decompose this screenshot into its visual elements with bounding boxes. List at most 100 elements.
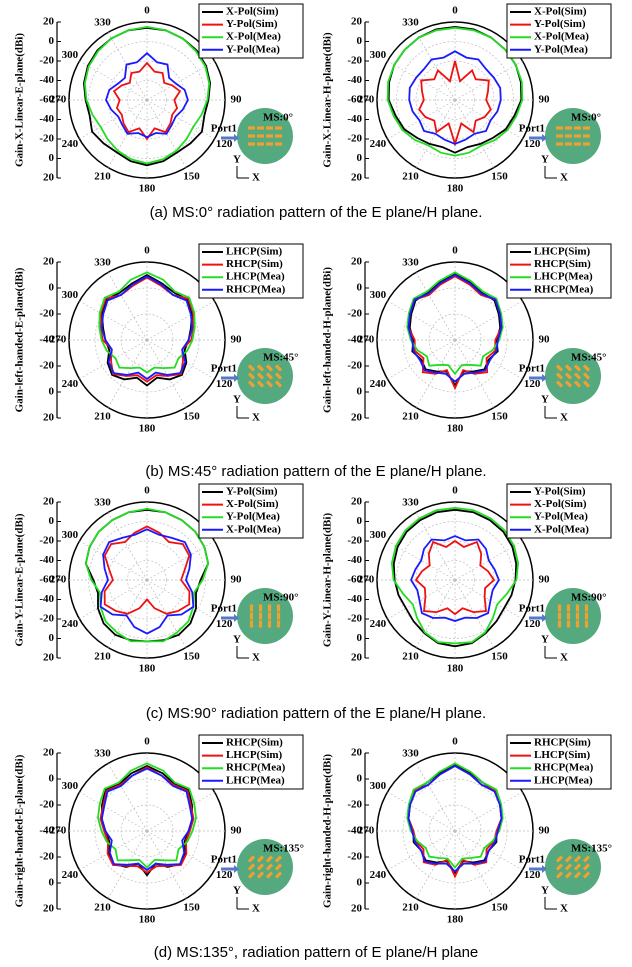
- series-line: [100, 275, 194, 381]
- unit-cell: [265, 380, 274, 388]
- port-arrow-head: [234, 865, 239, 873]
- unit-cell: [565, 134, 572, 138]
- radial-tick-label: -20: [347, 133, 362, 145]
- radial-tick-label: -20: [347, 535, 362, 547]
- ms-label: MS:135°: [571, 843, 612, 855]
- grid-spoke: [146, 579, 187, 648]
- port-arrow-head: [542, 614, 547, 622]
- series-line: [407, 764, 503, 873]
- radial-tick-label: -20: [39, 133, 54, 145]
- series-line: [410, 535, 500, 622]
- radial-tick-label: -40: [39, 554, 54, 566]
- metasurface: [237, 348, 293, 404]
- angle-label: 210: [94, 902, 111, 914]
- y-axis-label: Gain-Y-Linear-H-plane(dBi): [322, 513, 334, 648]
- unit-cell: [256, 855, 265, 863]
- grid-circle: [396, 41, 514, 159]
- series-line: [103, 525, 191, 615]
- unit-cell: [266, 126, 273, 130]
- angle-label: 0: [144, 5, 150, 17]
- unit-cell: [564, 855, 573, 863]
- grid-spoke: [146, 339, 215, 380]
- angle-label: 210: [402, 171, 419, 183]
- angle-label: 150: [491, 902, 508, 914]
- series-line: [98, 271, 196, 374]
- unit-cell: [274, 863, 283, 871]
- unit-cell: [256, 364, 265, 372]
- mini-axis-y-label: Y: [233, 885, 241, 897]
- radial-tick-label: -20: [347, 55, 362, 67]
- legend-label: X-Pol(Mea): [226, 523, 281, 535]
- angle-label: 300: [370, 289, 387, 301]
- angle-label: 240: [370, 869, 387, 881]
- angle-label: 90: [539, 825, 551, 837]
- radial-tick-label: 0: [49, 877, 55, 889]
- port-arrow-head: [542, 865, 547, 873]
- unit-cell: [582, 372, 591, 380]
- angle-label: 300: [370, 780, 387, 792]
- legend-label: Y-Pol(Sim): [534, 486, 586, 498]
- grid-spoke: [79, 791, 148, 832]
- angle-label: 330: [94, 16, 111, 28]
- grid-spoke: [415, 512, 456, 581]
- port-label: Port1: [211, 603, 237, 615]
- y-axis-label: Gain-Y-Linear-E-plane(dBi): [14, 513, 26, 646]
- angle-label: 180: [447, 663, 464, 675]
- mini-axis-x-label: X: [560, 412, 568, 424]
- unit-cell: [582, 871, 591, 879]
- grid-spoke: [454, 300, 523, 341]
- mini-axis-y-label: Y: [233, 154, 241, 166]
- unit-cell: [266, 134, 273, 138]
- unit-cell: [274, 871, 283, 879]
- unit-cell: [582, 863, 591, 871]
- unit-cell: [564, 372, 573, 380]
- radial-tick-label: 20: [43, 412, 55, 424]
- angle-label: 240: [370, 618, 387, 630]
- angle-label: 90: [539, 94, 551, 106]
- radial-tick-label: -40: [39, 74, 54, 86]
- angle-label: 240: [370, 138, 387, 150]
- angle-label: 300: [62, 780, 79, 792]
- angle-label: 90: [231, 825, 243, 837]
- grid-spoke: [387, 791, 456, 832]
- angle-label: 120: [524, 138, 541, 150]
- grid-spoke: [146, 540, 215, 581]
- legend-label: Y-Pol(Sim): [226, 486, 278, 498]
- radial-tick-label: 20: [351, 16, 363, 28]
- mini-axis-x-label: X: [252, 412, 260, 424]
- radial-tick-label: 0: [357, 773, 363, 785]
- unit-cell: [555, 372, 564, 380]
- radial-tick-label: -40: [347, 593, 362, 605]
- legend-label: LHCP(Mea): [226, 271, 285, 283]
- grid-spoke: [415, 99, 456, 168]
- mini-axis-y-label: Y: [541, 154, 549, 166]
- grid-spoke: [415, 830, 456, 899]
- unit-cell: [267, 604, 272, 612]
- radial-tick-label: -40: [347, 334, 362, 346]
- radial-tick-label: 0: [357, 632, 363, 644]
- caption: (c) MS:90° radiation pattern of the E pl…: [146, 705, 486, 722]
- angle-label: 0: [452, 5, 458, 17]
- series-line: [101, 273, 193, 387]
- port-label: Port1: [519, 123, 545, 135]
- port-arrow-head: [234, 134, 239, 142]
- legend-label: Y-Pol(Mea): [226, 43, 280, 55]
- unit-cell: [274, 372, 283, 380]
- grid-circle: [415, 60, 495, 140]
- angle-label: 240: [62, 618, 79, 630]
- unit-cell: [256, 871, 265, 879]
- metasurface: [545, 108, 601, 164]
- radial-tick-label: 0: [357, 877, 363, 889]
- legend-label: RHCP(Mea): [226, 283, 286, 295]
- legend-label: X-Pol(Sim): [534, 6, 587, 18]
- port-label: Port1: [519, 603, 545, 615]
- angle-label: 120: [524, 378, 541, 390]
- grid-spoke: [79, 300, 148, 341]
- radial-tick-label: -40: [347, 113, 362, 125]
- port-label: Port1: [211, 123, 237, 135]
- grid-spoke: [454, 339, 523, 380]
- angle-label: 330: [402, 496, 419, 508]
- radial-tick-label: -20: [39, 613, 54, 625]
- radial-tick-label: 0: [49, 152, 55, 164]
- grid-spoke: [107, 99, 148, 168]
